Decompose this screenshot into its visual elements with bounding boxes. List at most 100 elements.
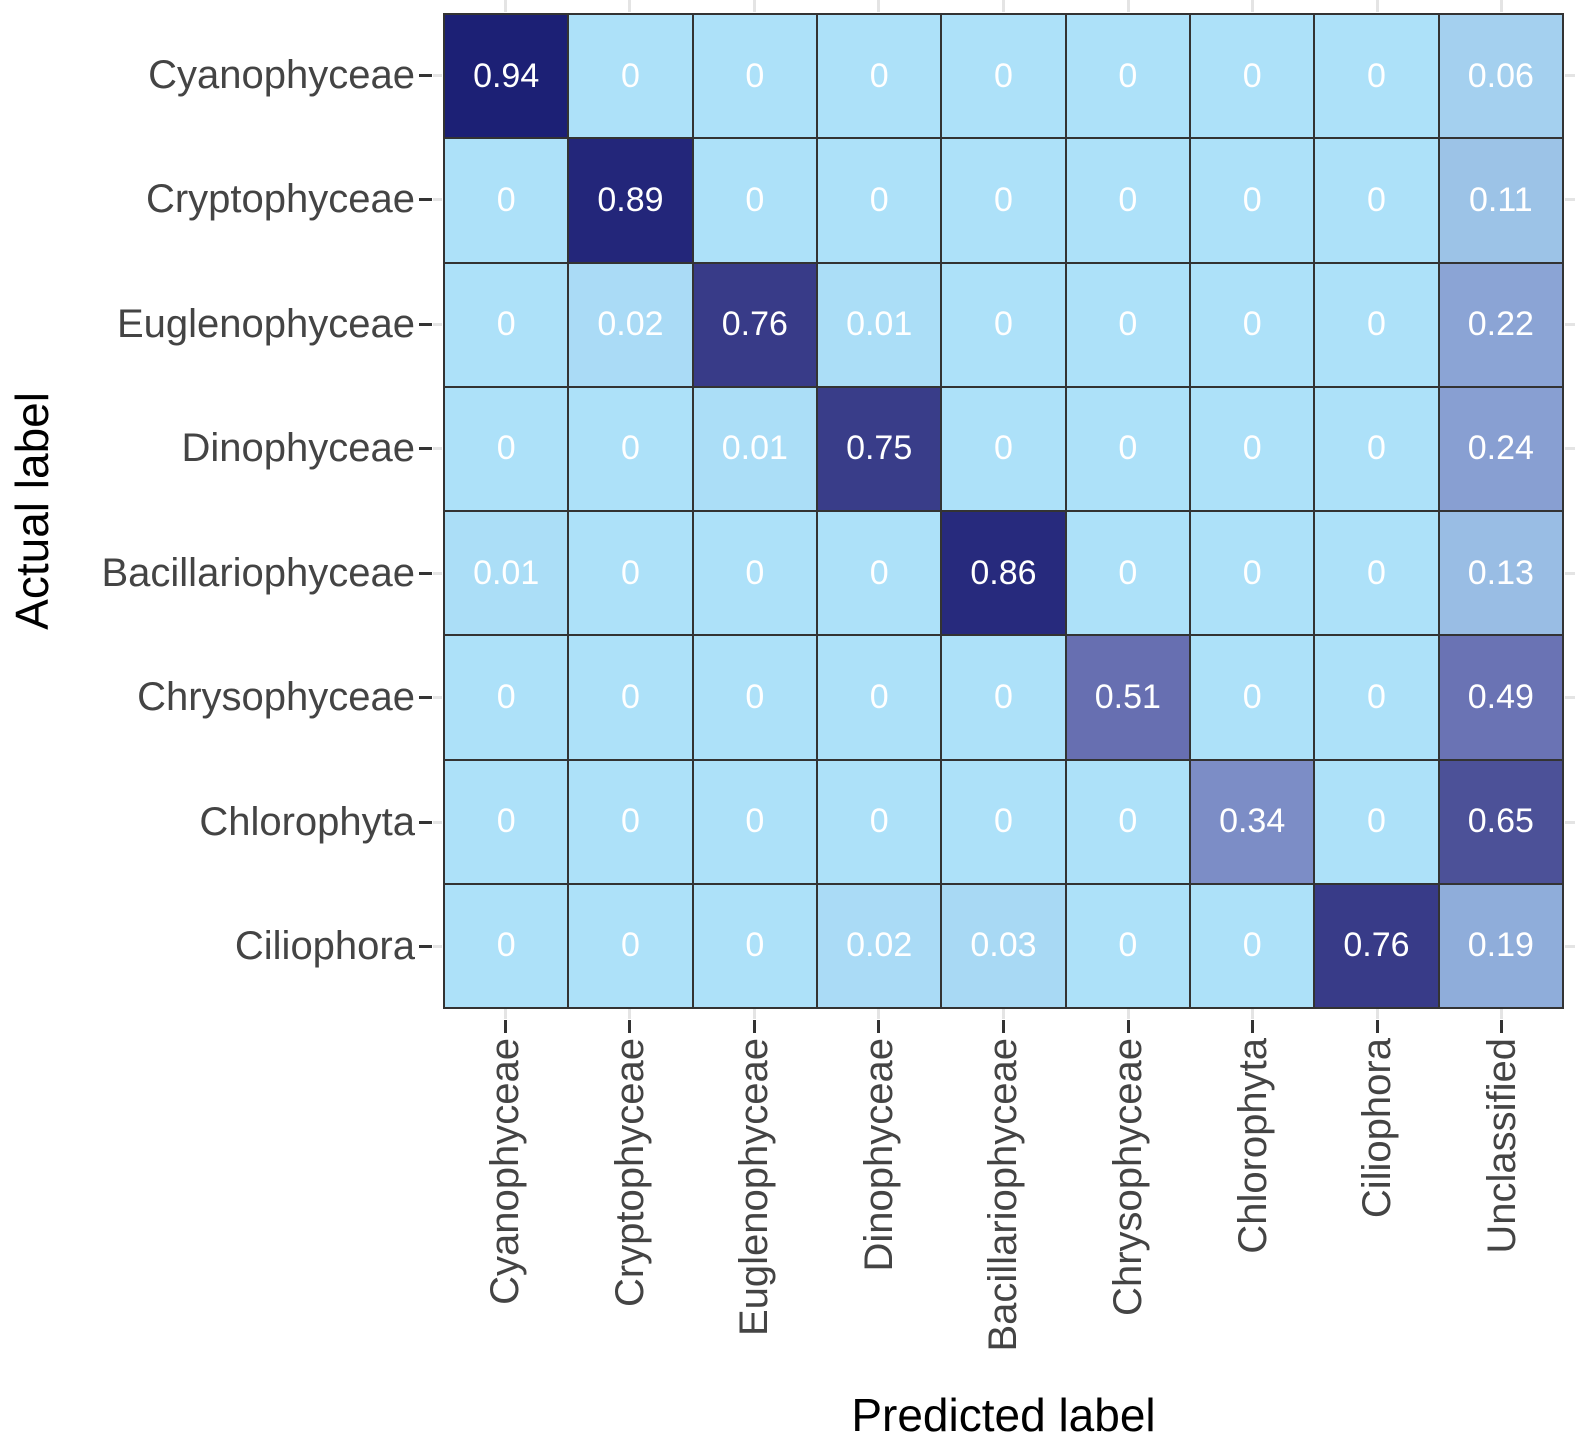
- x-tick-label: Chrysophyceae: [1106, 1038, 1151, 1316]
- heatmap-cell: 0.86: [941, 511, 1066, 636]
- heatmap-cell: 0: [692, 511, 817, 636]
- heatmap-cell: 0.65: [1438, 759, 1563, 884]
- gridline-stub-left: [433, 73, 442, 77]
- gridline-stub-bottom: [1251, 1009, 1255, 1019]
- heatmap-cell: 0: [1190, 262, 1315, 387]
- heatmap-cell: 0: [941, 635, 1066, 760]
- heatmap-cell: 0: [817, 14, 942, 139]
- heatmap-cell: 0: [1065, 386, 1190, 511]
- y-axis-tick: [419, 696, 432, 700]
- x-tick-label: Euglenophyceae: [732, 1038, 777, 1337]
- heatmap-cell: 0: [1314, 14, 1439, 139]
- heatmap-cell: 0: [568, 759, 693, 884]
- heatmap-cell: 0: [444, 262, 569, 387]
- x-axis-tick: [628, 1020, 632, 1033]
- heatmap-cell: 0.02: [568, 262, 693, 387]
- heatmap-cell: 0: [1314, 138, 1439, 263]
- y-tick-label: Cyanophyceae: [148, 52, 415, 97]
- y-tick-label: Ciliophora: [234, 924, 415, 969]
- heatmap-cell: 0.76: [1314, 883, 1439, 1008]
- heatmap-cell: 0: [941, 262, 1066, 387]
- x-tick-label: Dinophyceae: [856, 1038, 901, 1272]
- gridline-stub-top: [503, 0, 507, 12]
- heatmap-cell: 0: [1065, 759, 1190, 884]
- heatmap-cell: 0.76: [692, 262, 817, 387]
- heatmap-cell: 0: [444, 635, 569, 760]
- heatmap-cell: 0: [692, 138, 817, 263]
- gridline-stub-bottom: [1002, 1009, 1005, 1019]
- heatmap-cell: 0.22: [1438, 262, 1563, 387]
- heatmap-cell: 0.03: [941, 883, 1066, 1008]
- heatmap-cell: 0: [941, 14, 1066, 139]
- gridline-stub-bottom: [503, 1009, 507, 1019]
- heatmap-cell: 0: [1190, 386, 1315, 511]
- gridline-stub-top: [1375, 0, 1379, 12]
- y-tick-label: Chlorophyta: [199, 799, 415, 844]
- gridline-stub-left: [433, 447, 442, 451]
- gridline-stub-right: [1565, 820, 1575, 824]
- heatmap-cell: 0: [1314, 635, 1439, 760]
- gridline-stub-right: [1565, 322, 1575, 326]
- heatmap-cell: 0: [444, 138, 569, 263]
- heatmap-cell: 0: [692, 759, 817, 884]
- x-tick-label: Cyanophyceae: [483, 1038, 528, 1305]
- heatmap-cell: 0: [1065, 511, 1190, 636]
- y-tick-label: Chrysophyceae: [137, 675, 415, 720]
- gridline-stub-top: [628, 0, 632, 12]
- heatmap-cell: 0: [1065, 262, 1190, 387]
- gridline-stub-left: [433, 945, 442, 949]
- x-axis-tick: [1251, 1020, 1255, 1033]
- heatmap-cell: 0.49: [1438, 635, 1563, 760]
- heatmap-cell: 0: [817, 635, 942, 760]
- heatmap-cell: 0: [568, 14, 693, 139]
- gridline-stub-left: [433, 198, 442, 202]
- gridline-stub-left: [433, 322, 442, 326]
- heatmap-cell: 0: [1190, 14, 1315, 139]
- x-tick-label: Unclassified: [1479, 1038, 1524, 1254]
- heatmap-cell: 0: [1314, 511, 1439, 636]
- heatmap-cell: 0: [692, 14, 817, 139]
- x-axis-tick: [1500, 1020, 1504, 1033]
- y-axis-tick: [419, 73, 432, 77]
- heatmap-cell: 0: [1314, 759, 1439, 884]
- heatmap-cell: 0: [1314, 386, 1439, 511]
- heatmap-cell: 0: [1190, 883, 1315, 1008]
- gridline-stub-right: [1565, 198, 1575, 202]
- heatmap-cell: 0: [817, 511, 942, 636]
- gridline-stub-top: [877, 0, 881, 12]
- x-axis-title: Predicted label: [851, 1389, 1156, 1441]
- gridline-stub-top: [1500, 0, 1504, 12]
- heatmap-cell: 0.11: [1438, 138, 1563, 263]
- x-tick-label: Bacillariophyceae: [981, 1038, 1026, 1352]
- heatmap-cell: 0.06: [1438, 14, 1563, 139]
- heatmap-cell: 0: [568, 511, 693, 636]
- x-axis-tick: [877, 1020, 881, 1033]
- gridline-stub-top: [752, 0, 756, 12]
- heatmap-cell: 0.19: [1438, 883, 1563, 1008]
- heatmap-grid: 0.94 0 0 0 0 0 0 0 0.06 0 0.89 0 0 0 0 0 0 0.11 0 0.02 0.76 0…: [443, 13, 1564, 1009]
- gridline-stub-right: [1565, 571, 1575, 575]
- heatmap-cell: 0.94: [444, 14, 569, 139]
- y-axis-tick: [419, 571, 432, 575]
- y-axis-tick: [419, 447, 432, 451]
- gridline-stub-bottom: [628, 1009, 632, 1019]
- gridline-stub-right: [1565, 447, 1575, 451]
- gridline-stub-top: [1251, 0, 1255, 12]
- heatmap-cell: 0: [444, 883, 569, 1008]
- x-tick-label: Cryptophyceae: [607, 1038, 652, 1308]
- gridline-stub-left: [433, 571, 442, 575]
- heatmap-cell: 0: [941, 759, 1066, 884]
- y-axis-tick: [419, 322, 432, 326]
- gridline-stub-right: [1565, 73, 1575, 77]
- heatmap-cell: 0.02: [817, 883, 942, 1008]
- x-axis-tick: [752, 1020, 756, 1033]
- y-axis-tick: [419, 945, 432, 949]
- x-axis-tick: [1002, 1020, 1005, 1033]
- y-tick-label: Cryptophyceae: [145, 177, 415, 222]
- gridline-stub-right: [1565, 696, 1575, 700]
- heatmap-cell: 0: [568, 883, 693, 1008]
- gridline-stub-bottom: [1126, 1009, 1130, 1019]
- gridline-stub-bottom: [1500, 1009, 1504, 1019]
- gridline-stub-bottom: [1375, 1009, 1379, 1019]
- gridline-stub-left: [433, 820, 442, 824]
